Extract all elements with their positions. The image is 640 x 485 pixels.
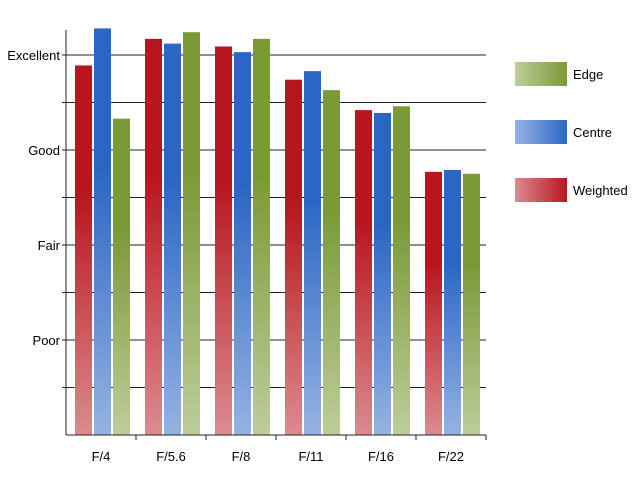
legend-item-centre: Centre bbox=[515, 120, 612, 144]
bar-edge-f-4 bbox=[113, 118, 130, 436]
x-tick-label: F/16 bbox=[368, 449, 394, 464]
bar-centre-f-5-6 bbox=[164, 43, 181, 435]
bar-centre-f-11 bbox=[304, 71, 321, 436]
bar-weighted-f-16 bbox=[355, 110, 372, 435]
legend-label: Centre bbox=[573, 125, 612, 140]
bar-centre-f-16 bbox=[374, 112, 391, 435]
legend-item-edge: Edge bbox=[515, 62, 603, 86]
x-tick-label: F/22 bbox=[438, 449, 464, 464]
bar-centre-f-4 bbox=[94, 28, 111, 436]
bar-edge-f-16 bbox=[393, 106, 410, 436]
x-tick-label: F/5.6 bbox=[156, 449, 186, 464]
y-tick-label: Poor bbox=[33, 333, 61, 348]
legend-swatch bbox=[515, 120, 567, 144]
y-tick-label: Good bbox=[28, 143, 60, 158]
x-tick-label: F/8 bbox=[232, 449, 251, 464]
bar-edge-f-5-6 bbox=[183, 32, 200, 435]
y-tick-labels: Poor Fair Good Excellent bbox=[7, 48, 60, 348]
bar-edge-f-22 bbox=[463, 173, 480, 435]
legend-swatch bbox=[515, 178, 567, 202]
bar-weighted-f-8 bbox=[215, 46, 232, 435]
bars bbox=[75, 28, 480, 436]
y-tick-label: Fair bbox=[38, 238, 61, 253]
bar-weighted-f-22 bbox=[425, 171, 442, 435]
x-tick-label: F/11 bbox=[298, 449, 323, 464]
bar-centre-f-22 bbox=[444, 169, 461, 435]
bar-weighted-f-5-6 bbox=[145, 38, 162, 435]
bar-weighted-f-11 bbox=[285, 79, 302, 435]
legend-label: Weighted bbox=[573, 183, 628, 198]
legend: Edge Centre Weighted bbox=[515, 62, 628, 202]
y-tick-label: Excellent bbox=[7, 48, 60, 63]
bar-weighted-f-4 bbox=[75, 65, 92, 435]
bar-edge-f-8 bbox=[253, 38, 270, 435]
bar-centre-f-8 bbox=[234, 52, 251, 436]
x-tick-labels: F/4 F/5.6 F/8 F/11 F/16 F/22 bbox=[92, 449, 464, 464]
legend-swatch bbox=[515, 62, 567, 86]
legend-item-weighted: Weighted bbox=[515, 178, 628, 202]
bar-edge-f-11 bbox=[323, 90, 340, 436]
gridlines bbox=[66, 54, 486, 388]
x-tick-label: F/4 bbox=[92, 449, 111, 464]
legend-label: Edge bbox=[573, 67, 603, 82]
axes bbox=[62, 30, 487, 440]
